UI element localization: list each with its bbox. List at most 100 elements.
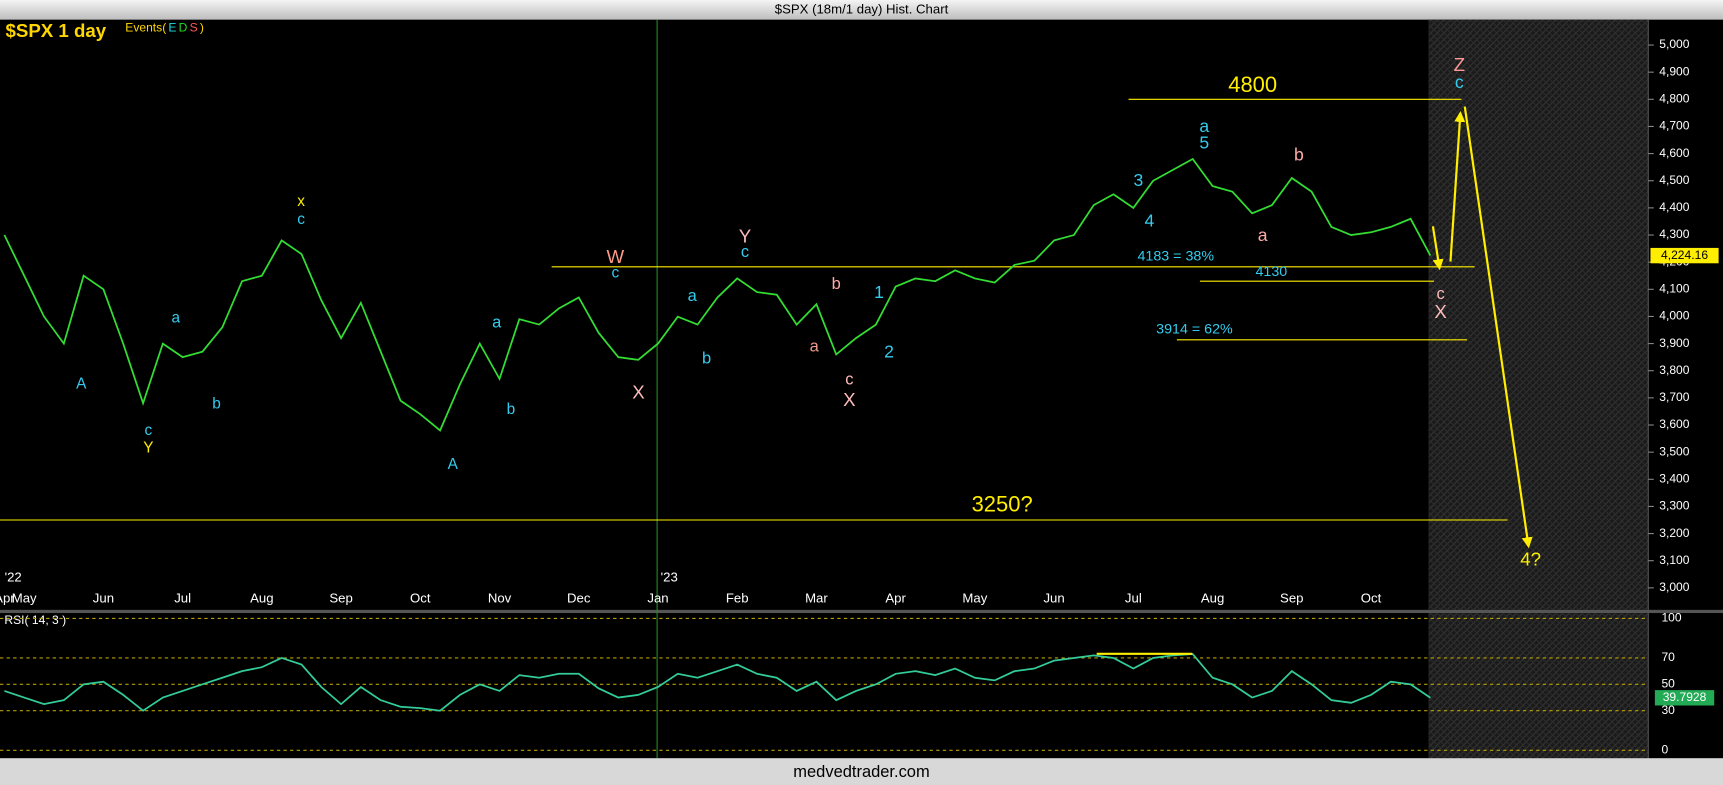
wave-label: 2 — [884, 341, 894, 361]
x-tick-label: Nov — [488, 590, 512, 605]
y-tick-label: 3,000 — [1659, 580, 1690, 594]
title-bar — [0, 0, 1723, 20]
plot-layer: 3,000 3,100 3,200 3,300 3,400 3,500 3,600 3,700… — [0, 37, 1719, 756]
x-tick-label: Mar — [805, 590, 828, 605]
wave-label: X — [632, 381, 645, 402]
x-tick-label: Oct — [1361, 590, 1382, 605]
footer-text: medvedtrader.com — [793, 763, 929, 781]
projection-arrow — [1463, 106, 1533, 549]
wave-label: Z — [1454, 54, 1465, 75]
x-tick-label: Aug — [250, 590, 273, 605]
last-value-label: 39.7928 — [1663, 690, 1707, 704]
wave-label: a — [492, 313, 502, 331]
y-tick-label: 4,300 — [1659, 227, 1690, 241]
x-tick-label: Jun — [1043, 590, 1064, 605]
events-part: Events( — [125, 21, 166, 35]
y-tick-label: 30 — [1661, 703, 1675, 717]
wave-label: 4? — [1520, 548, 1541, 569]
y-tick-label: 3,600 — [1659, 417, 1690, 431]
y-tick-label: 70 — [1661, 650, 1675, 664]
wave-label: 4 — [1145, 211, 1155, 231]
x-tick-label: Jun — [93, 590, 114, 605]
rsi-title: RSI( 14, 3 ) — [4, 613, 66, 627]
level-label: 4130 — [1255, 264, 1287, 280]
series-line — [4, 653, 1431, 712]
x-tick-label: Feb — [726, 590, 749, 605]
wave-label: b — [507, 401, 516, 418]
y-tick-label: 4,000 — [1659, 309, 1690, 323]
wave-label: A — [76, 376, 87, 393]
wave-label: x — [297, 193, 305, 210]
wave-label: 3 — [1134, 170, 1144, 190]
x-tick-label: Apr — [0, 590, 15, 605]
y-tick-label: 3,200 — [1659, 526, 1690, 540]
y-tick-label: 50 — [1661, 677, 1675, 691]
last-value-box — [1650, 247, 1719, 264]
year-label: '23 — [661, 569, 678, 584]
x-tick-label: Jul — [1125, 590, 1142, 605]
last-value-box — [1654, 690, 1715, 706]
y-tick-label: 4,600 — [1659, 146, 1690, 160]
y-tick-label: 4,500 — [1659, 173, 1690, 187]
wave-label: a — [810, 338, 820, 356]
x-tick-label: Oct — [410, 590, 431, 605]
y-tick-label: 3,300 — [1659, 499, 1690, 513]
wave-label: b — [1294, 145, 1304, 165]
wave-label: 5 — [1199, 133, 1209, 153]
y-tick-label: 4,100 — [1659, 281, 1690, 295]
y-tick-label: 4,700 — [1659, 119, 1690, 133]
window-title: $SPX (18m/1 day) Hist. Chart — [775, 1, 949, 16]
last-value-label: 4,224.16 — [1661, 248, 1708, 262]
wave-label: c — [145, 422, 153, 439]
level-label: 3250? — [972, 492, 1033, 517]
chart-title: $SPX 1 day — [5, 20, 106, 41]
series-line — [3, 157, 1432, 432]
level-label: 4183 = 38% — [1137, 249, 1214, 265]
wave-label: a — [1199, 116, 1209, 136]
projection-arrow — [1431, 226, 1444, 271]
y-tick-label: 3,800 — [1659, 363, 1690, 377]
wave-label: 1 — [874, 282, 884, 302]
y-tick-label: 3,500 — [1659, 444, 1690, 458]
level-label: 4800 — [1228, 72, 1277, 97]
wave-label: b — [702, 350, 711, 368]
wave-label: b — [212, 395, 221, 412]
wave-label: Y — [739, 225, 752, 246]
wave-label: a — [1258, 225, 1268, 245]
wave-label: c — [612, 265, 620, 282]
wave-label: a — [172, 310, 181, 327]
wave-label: c — [1455, 72, 1464, 92]
events-legend: Events(E D S) — [125, 21, 204, 35]
wave-label: c — [741, 243, 749, 261]
x-tick-label: Apr — [885, 590, 906, 605]
wave-label: c — [1436, 285, 1444, 303]
year-label: '22 — [5, 569, 22, 584]
x-tick-label: Jul — [174, 590, 191, 605]
future-area — [1428, 613, 1649, 759]
wave-label: Y — [143, 439, 153, 456]
wave-label: W — [607, 246, 625, 267]
projection-arrow — [1449, 110, 1466, 262]
x-tick-label: Aug — [1201, 590, 1224, 605]
events-part: ) — [200, 21, 204, 35]
y-tick-label: 3,900 — [1659, 336, 1690, 350]
x-tick-label: May — [962, 590, 987, 605]
y-tick-label: 5,000 — [1659, 37, 1690, 51]
y-tick-label: 4,800 — [1659, 91, 1690, 105]
wave-label: X — [1434, 301, 1447, 322]
x-tick-label: Sep — [329, 590, 352, 605]
y-tick-label: 0 — [1661, 742, 1668, 756]
level-label: 3914 = 62% — [1156, 322, 1233, 338]
x-tick-label: Jan — [647, 590, 668, 605]
wave-label: A — [448, 456, 459, 473]
wave-label: X — [843, 389, 856, 410]
x-tick-label: Sep — [1280, 590, 1303, 605]
wave-label: c — [845, 371, 853, 389]
events-part: D — [179, 21, 188, 35]
y-tick-label: 4,900 — [1659, 64, 1690, 78]
x-tick-label: Dec — [567, 590, 591, 605]
footer-bar — [0, 758, 1723, 785]
events-part: E — [168, 21, 176, 35]
